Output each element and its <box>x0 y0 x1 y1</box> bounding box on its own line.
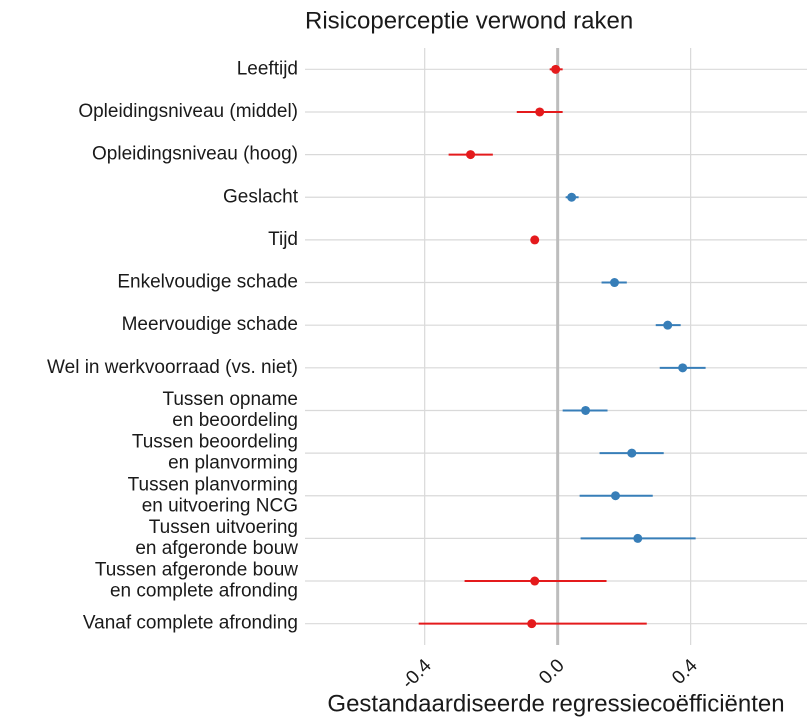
y-tick-label: Tussen beoordeling <box>132 432 298 453</box>
point <box>678 363 688 373</box>
y-tick-label: en planvorming <box>168 453 298 474</box>
y-tick-label: Wel in werkvoorraad (vs. niet) <box>47 357 298 378</box>
point <box>551 64 561 74</box>
y-tick-label: Leeftijd <box>237 58 298 79</box>
point <box>567 192 577 202</box>
x-tick-label: -0.4 <box>398 655 436 693</box>
point <box>633 533 643 543</box>
x-axis-label: Gestandaardiseerde regressiecoëfficiënte… <box>327 690 784 717</box>
y-tick-label: Tussen planvorming <box>128 474 298 495</box>
point <box>530 576 540 586</box>
y-tick-label: Geslacht <box>223 186 299 207</box>
point <box>466 150 476 160</box>
x-tick-label: 0.0 <box>535 655 569 689</box>
y-tick-label: en uitvoering NCG <box>142 495 298 516</box>
point <box>663 320 673 330</box>
point <box>610 278 620 288</box>
y-tick-label: Vanaf complete afronding <box>83 613 298 634</box>
y-tick-label: Tussen opname <box>162 389 298 410</box>
y-tick-label: Opleidingsniveau (middel) <box>78 101 298 122</box>
y-tick-label: en complete afronding <box>110 581 298 602</box>
y-tick-label: en beoordeling <box>172 410 298 431</box>
y-tick-label: en afgeronde bouw <box>135 538 298 559</box>
point <box>611 491 621 501</box>
chart-title: Risicoperceptie verwond raken <box>305 7 633 34</box>
point <box>530 235 540 245</box>
y-tick-label: Tijd <box>268 229 298 250</box>
x-tick-label: 0.4 <box>668 655 702 689</box>
point <box>627 448 637 458</box>
y-tick-label: Opleidingsniveau (hoog) <box>92 144 298 165</box>
point <box>581 405 591 415</box>
y-tick-label: Enkelvoudige schade <box>117 272 298 293</box>
y-tick-label: Tussen uitvoering <box>149 517 298 538</box>
y-tick-label: Tussen afgeronde bouw <box>95 560 298 581</box>
point <box>535 107 545 117</box>
point <box>527 619 537 629</box>
y-tick-label: Meervoudige schade <box>122 314 298 335</box>
